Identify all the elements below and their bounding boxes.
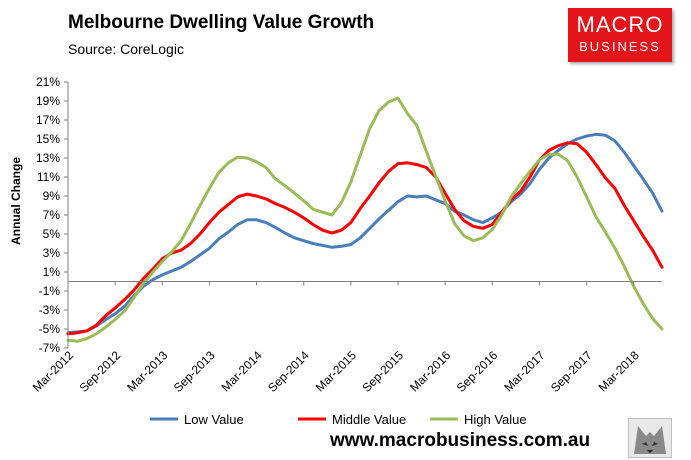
legend-label: High Value — [464, 412, 527, 427]
x-tick-labels: Mar-2012 Sep-2012 Mar-2013 Sep-2013 Mar-2014… — [30, 281, 642, 395]
legend-label: Middle Value — [332, 412, 406, 427]
x-tick-label: Mar-2015 — [313, 348, 359, 394]
y-axis-label: Annual Change — [9, 157, 23, 245]
x-tick-label: Sep-2013 — [171, 348, 218, 395]
x-tick-label: Sep-2017 — [548, 348, 595, 395]
series-line-high-value — [66, 96, 664, 343]
y-tick-label: 11% — [37, 170, 60, 184]
x-tick-label: Mar-2018 — [596, 348, 642, 394]
y-tick-label: 3% — [43, 246, 61, 260]
plot-area — [66, 96, 664, 343]
x-tick-label: Mar-2013 — [124, 348, 170, 394]
y-tick-label: 7% — [43, 208, 61, 222]
x-tick-label: Sep-2015 — [359, 348, 406, 395]
y-tick-label: -1% — [39, 284, 61, 298]
logo-text-macro: MACRO — [576, 12, 664, 37]
y-tick-label: -5% — [39, 322, 61, 336]
y-tick-label: 17% — [36, 113, 60, 127]
y-tick-label: -7% — [39, 341, 61, 355]
legend: Low Value Middle Value High Value — [150, 412, 527, 427]
x-tick-label: Sep-2012 — [77, 348, 124, 395]
y-tick-label: 21% — [36, 75, 60, 89]
x-tick-label: Sep-2016 — [454, 348, 501, 395]
website-url: www.macrobusiness.com.au — [330, 430, 591, 451]
y-tick-label: 9% — [43, 189, 61, 203]
wolf-icon — [628, 418, 672, 458]
y-tick-label: 19% — [36, 94, 60, 108]
series-line-low-value — [66, 132, 664, 335]
x-tick-label: Mar-2017 — [501, 348, 547, 394]
y-tick-labels: 21% 19% 17% 15% 13% 11% 9% 7% 5% 3% 1% -1% -3% -5% -7% — [36, 75, 68, 355]
legend-label: Low Value — [184, 412, 244, 427]
chart-title: Melbourne Dwelling Value Growth — [68, 12, 375, 33]
y-tick-label: 13% — [36, 151, 60, 165]
logo-text-business: BUSINESS — [579, 39, 661, 54]
y-tick-label: 1% — [43, 265, 61, 279]
x-tick-label: Mar-2014 — [218, 348, 264, 394]
y-tick-label: 15% — [36, 132, 60, 146]
macrobusiness-logo: MACRO BUSINESS — [568, 8, 672, 62]
x-tick-label: Mar-2016 — [407, 348, 453, 394]
y-tick-label: 5% — [43, 227, 61, 241]
x-tick-label: Sep-2014 — [265, 348, 312, 395]
chart-source: Source: CoreLogic — [68, 41, 184, 57]
y-tick-label: -3% — [39, 303, 61, 317]
